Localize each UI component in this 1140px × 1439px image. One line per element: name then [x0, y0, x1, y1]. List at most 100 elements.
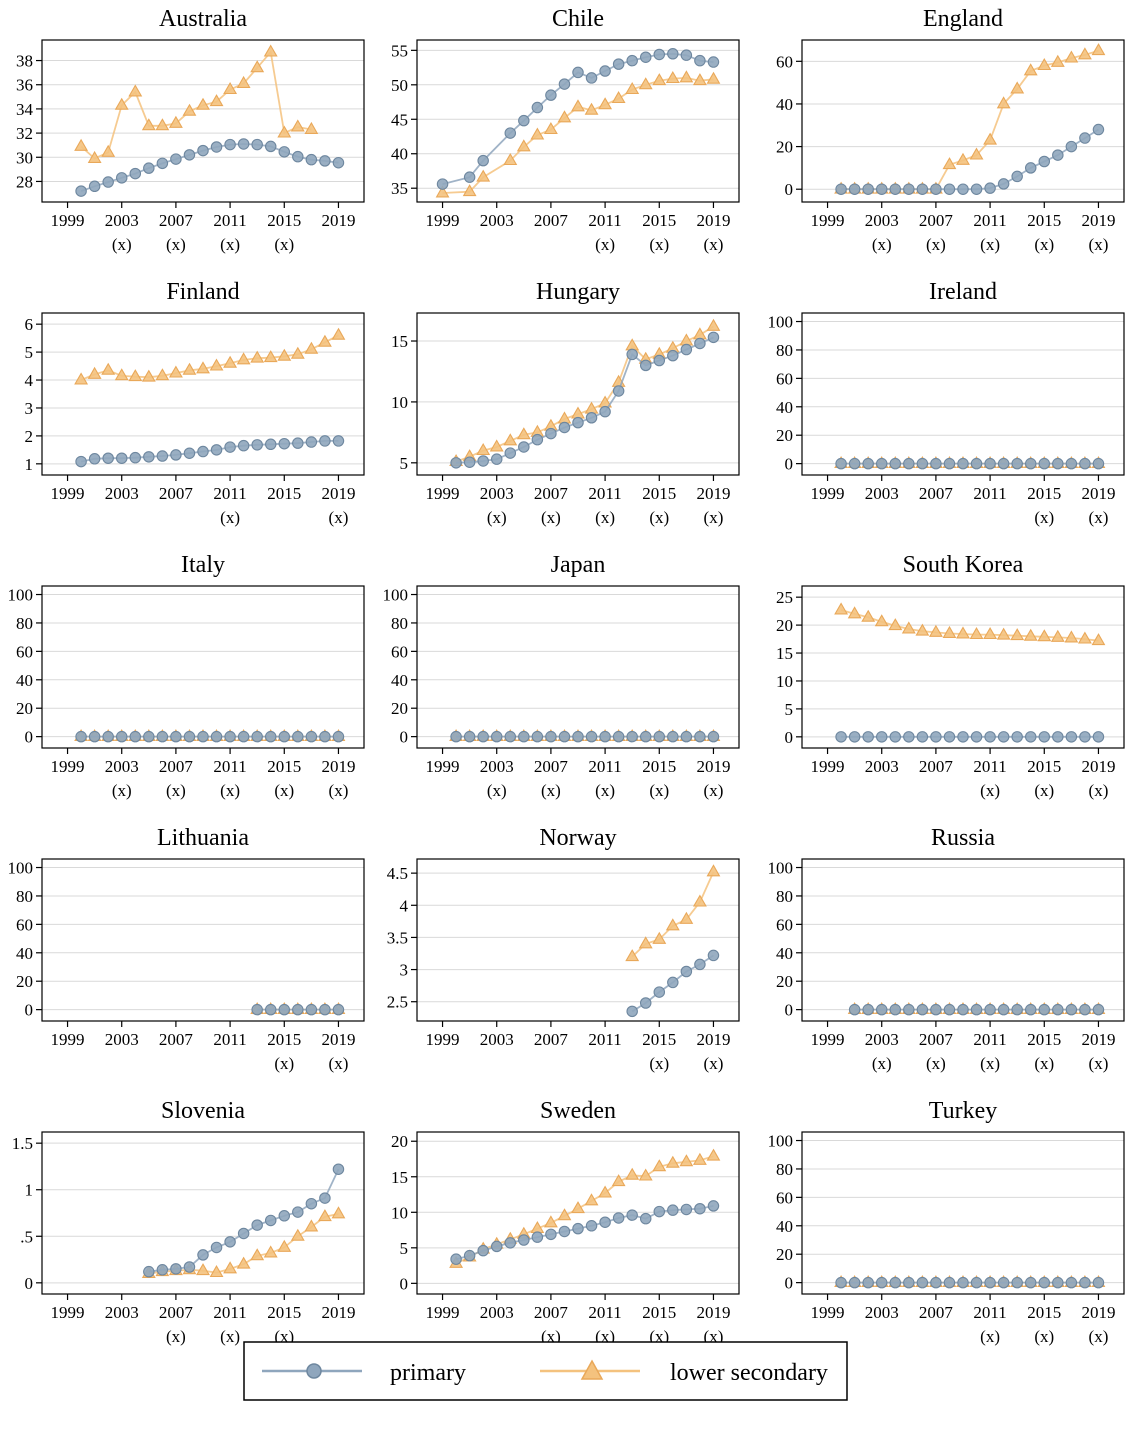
data-point-primary [903, 183, 915, 195]
data-point-lower-secondary [915, 623, 930, 636]
data-point-lower-secondary [1064, 50, 1079, 63]
y-tick-label: 0 [400, 728, 409, 747]
panel-italy: Italy 0 20 40 60 80 100 1999 2003 (x) 2007 (x) 2011 (… [8, 552, 365, 800]
panel-title: Sweden [540, 1098, 616, 1124]
x-tick-marker: (x) [649, 1054, 669, 1073]
x-tick-marker: (x) [704, 1054, 724, 1073]
y-tick-label: 80 [776, 341, 793, 360]
y-tick-label: 60 [391, 642, 408, 661]
x-tick-marker: (x) [595, 781, 615, 800]
data-point-lower-secondary [584, 102, 599, 115]
data-point-primary [957, 1276, 969, 1289]
data-point-lower-secondary [584, 1193, 599, 1206]
data-point-primary [102, 176, 114, 188]
x-tick-marker: (x) [1089, 781, 1109, 800]
data-point-lower-secondary [128, 369, 143, 382]
data-point-lower-secondary [250, 60, 265, 73]
data-point-primary [889, 1003, 902, 1016]
data-point-primary [224, 138, 236, 151]
data-point-primary [545, 89, 557, 101]
data-point-lower-secondary [679, 1154, 694, 1167]
x-tick-marker: (x) [1089, 1054, 1109, 1073]
data-point-lower-secondary [665, 1155, 680, 1168]
data-point-primary [889, 457, 902, 470]
data-point-lower-secondary [236, 352, 251, 365]
data-point-lower-secondary [101, 362, 116, 375]
x-tick-marker: (x) [1089, 1327, 1109, 1346]
data-point-lower-secondary [209, 1264, 224, 1278]
x-tick-marker: (x) [274, 781, 294, 800]
panel-title: England [923, 6, 1003, 32]
data-point-primary [1092, 731, 1105, 743]
data-point-lower-secondary [571, 99, 585, 112]
data-point-lower-secondary [652, 73, 667, 86]
data-point-primary [707, 331, 720, 344]
y-tick-label: 0 [25, 1274, 34, 1293]
data-point-primary [1079, 457, 1091, 470]
data-point-primary [197, 1249, 209, 1261]
series-primary [75, 730, 345, 743]
panel-title: Russia [931, 825, 995, 851]
data-point-lower-secondary [625, 1167, 640, 1180]
x-tick-label: 2011 [213, 484, 246, 503]
data-point-primary [667, 1204, 679, 1216]
data-point-primary [251, 138, 263, 151]
x-tick-label: 1999 [426, 211, 460, 230]
data-point-primary [477, 1244, 489, 1257]
data-point-primary [585, 412, 598, 424]
data-point-primary [984, 1003, 996, 1016]
plot-frame [416, 585, 740, 749]
data-point-lower-secondary [182, 103, 197, 116]
y-tick-label: 20 [776, 1245, 793, 1264]
plot-frame [41, 39, 365, 203]
panel-lithuania: Lithuania 0 20 40 60 80 100 1999 2003 2007 2011 201… [8, 825, 365, 1073]
y-tick-label: 5 [25, 343, 34, 362]
x-tick-marker: (x) [166, 235, 186, 254]
data-point-lower-secondary [834, 602, 849, 615]
series-lower-secondary [74, 327, 346, 385]
x-tick-label: 2011 [973, 484, 1006, 503]
data-point-primary [450, 457, 462, 469]
data-point-lower-secondary [87, 150, 102, 163]
x-tick-label: 2007 [919, 1303, 954, 1322]
data-point-primary [490, 453, 503, 465]
plot-frame [416, 312, 740, 476]
data-point-primary [667, 48, 679, 60]
data-point-primary [292, 150, 304, 163]
x-tick-label: 2007 [159, 1030, 194, 1049]
x-tick-label: 2019 [1081, 1303, 1115, 1322]
data-point-primary [1052, 1276, 1064, 1289]
data-point-lower-secondary [304, 121, 319, 134]
data-point-primary [585, 72, 598, 84]
legend-lower-secondary-label: lower secondary [670, 1360, 828, 1386]
data-point-lower-secondary [557, 110, 572, 123]
series-primary [143, 1163, 345, 1278]
data-point-primary [612, 385, 625, 397]
data-point-lower-secondary [942, 625, 957, 638]
y-tick-label: 20 [776, 616, 793, 635]
data-point-primary [115, 730, 128, 743]
data-point-primary [1052, 1003, 1064, 1016]
series-line-primary [80, 143, 339, 192]
data-point-primary [156, 1264, 169, 1276]
x-tick-label: 2007 [534, 484, 569, 503]
data-point-lower-secondary [209, 94, 224, 107]
y-tick-label: 50 [391, 76, 408, 95]
data-point-primary [490, 730, 503, 743]
data-point-lower-secondary [530, 127, 545, 140]
data-point-primary [1011, 457, 1023, 470]
y-tick-label: 10 [391, 393, 408, 412]
x-tick-label: 1999 [51, 1303, 85, 1322]
x-tick-label: 2019 [321, 1030, 355, 1049]
data-point-primary [531, 101, 544, 114]
data-point-lower-secondary [983, 626, 998, 640]
data-point-primary [210, 141, 223, 153]
x-tick-label: 2003 [105, 484, 139, 503]
data-point-lower-secondary [706, 864, 721, 877]
data-point-lower-secondary [1023, 628, 1038, 641]
data-point-primary [707, 56, 720, 68]
data-point-primary [210, 444, 223, 456]
x-tick-label: 1999 [426, 1030, 460, 1049]
x-tick-label: 2011 [588, 211, 621, 230]
data-point-primary [264, 1214, 277, 1227]
